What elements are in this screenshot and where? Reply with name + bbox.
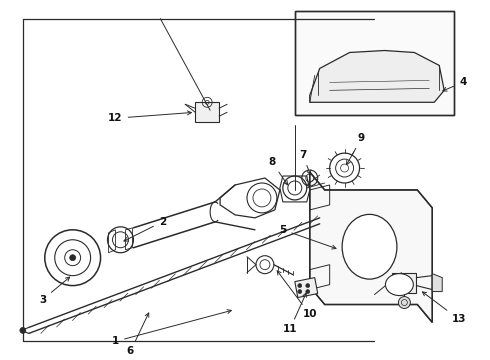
Text: 2: 2 <box>124 217 166 241</box>
Circle shape <box>306 289 310 293</box>
Polygon shape <box>310 172 432 323</box>
Circle shape <box>306 284 310 288</box>
Circle shape <box>298 284 302 288</box>
Polygon shape <box>432 274 442 292</box>
Circle shape <box>298 289 302 293</box>
Circle shape <box>20 328 26 333</box>
Text: 8: 8 <box>268 157 288 185</box>
Text: 12: 12 <box>108 111 191 123</box>
Text: 9: 9 <box>346 133 365 165</box>
Circle shape <box>398 297 410 309</box>
Circle shape <box>70 255 75 261</box>
Ellipse shape <box>342 214 397 279</box>
Text: 13: 13 <box>422 292 466 324</box>
Polygon shape <box>295 278 318 298</box>
Text: 11: 11 <box>283 293 306 334</box>
Text: 7: 7 <box>299 150 311 174</box>
Polygon shape <box>195 102 219 122</box>
Text: 6: 6 <box>127 313 149 356</box>
Text: 1: 1 <box>112 310 231 346</box>
Text: 5: 5 <box>279 225 336 249</box>
Polygon shape <box>310 50 444 102</box>
Text: 3: 3 <box>39 277 70 305</box>
Text: 10: 10 <box>277 271 317 319</box>
Text: 4: 4 <box>443 77 466 91</box>
Polygon shape <box>392 273 416 293</box>
Polygon shape <box>295 11 454 115</box>
Ellipse shape <box>386 274 414 296</box>
